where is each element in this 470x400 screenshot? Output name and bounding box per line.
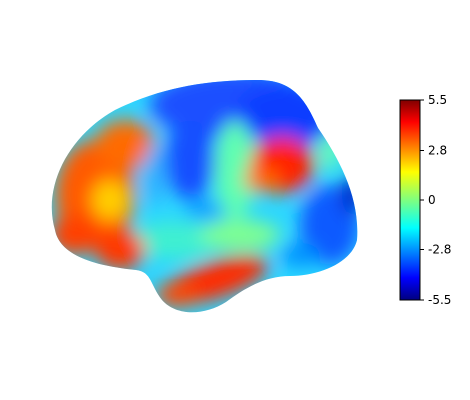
brain-surface <box>51 80 358 313</box>
colorbar <box>399 99 421 301</box>
colorbar-tick-label: -5.5 <box>428 293 451 307</box>
colorbar-tick-label: 0 <box>428 193 436 207</box>
colorbar-tick-label: 2.8 <box>428 144 447 158</box>
colorbar-tick-label: 5.5 <box>428 93 447 107</box>
inferior-frontal-hot <box>95 230 145 270</box>
colorbar-tick-label: -2.8 <box>428 243 451 257</box>
colorbar-ticks <box>420 99 424 301</box>
